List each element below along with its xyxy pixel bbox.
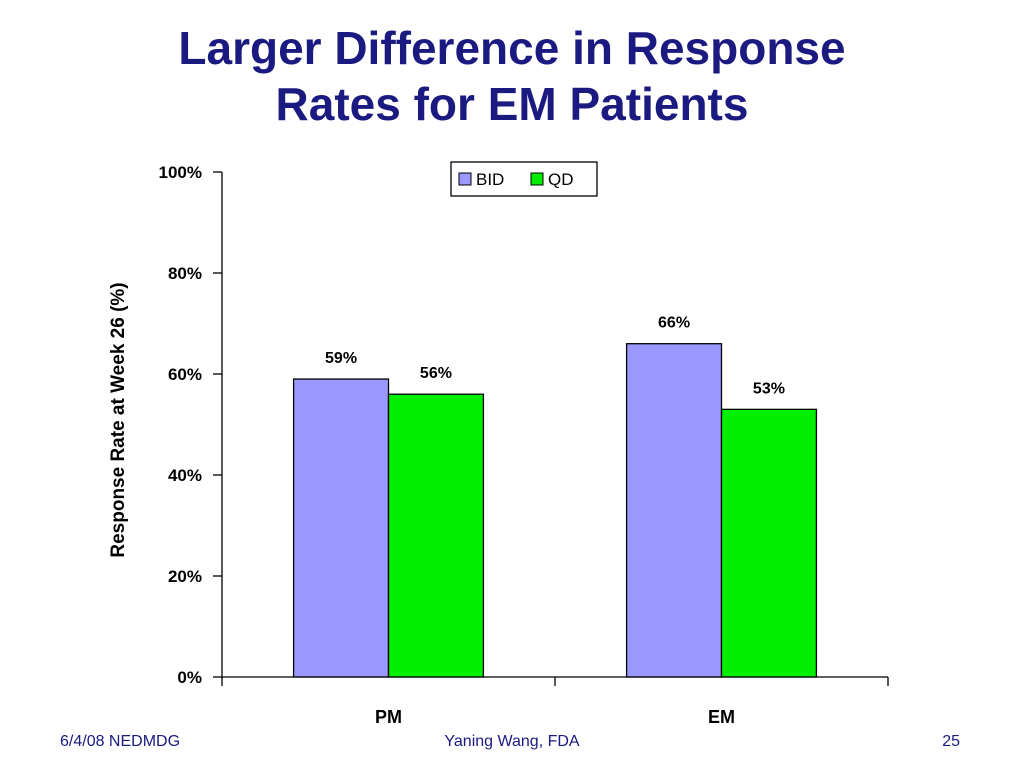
- y-tick-label: 20%: [168, 567, 202, 586]
- y-tick-label: 100%: [159, 163, 202, 182]
- legend-swatch-bid: [458, 172, 472, 186]
- legend-label-bid: BID: [476, 170, 504, 189]
- slide-title-line-1: Larger Difference in Response: [178, 22, 846, 74]
- data-label: 66%: [658, 315, 690, 332]
- legend: BID QD: [450, 161, 598, 197]
- y-tick-label: 0%: [177, 668, 202, 687]
- x-category-label: EM: [708, 707, 735, 727]
- data-label: 56%: [420, 365, 452, 382]
- plot-area: 0% 20% 40% 60% 80% 100% PM 59% 56% EM 66% 53%: [159, 163, 889, 727]
- y-tick-label: 40%: [168, 466, 202, 485]
- slide-title-line-2: Rates for EM Patients: [275, 78, 749, 130]
- y-tick-label: 80%: [168, 264, 202, 283]
- legend-label-qd: QD: [548, 170, 574, 189]
- bar-bid-em: [625, 343, 723, 678]
- slide-number: 25: [942, 733, 960, 750]
- legend-box: [450, 161, 598, 197]
- slide-title: Larger Difference in Response Rates for …: [0, 20, 1024, 132]
- data-label: 59%: [325, 350, 357, 367]
- legend-swatch-qd: [530, 172, 544, 186]
- bar-qd-em: [720, 408, 818, 678]
- footer-author: Yaning Wang, FDA: [444, 733, 580, 750]
- bar-bid-pm: [292, 378, 390, 678]
- y-tick-label: 60%: [168, 365, 202, 384]
- x-category-label: PM: [375, 707, 402, 727]
- y-axis-title: Response Rate at Week 26 (%): [108, 282, 129, 557]
- footer-date: 6/4/08 NEDMDG: [60, 733, 181, 750]
- data-label: 53%: [753, 380, 785, 397]
- bar-qd-pm: [387, 393, 485, 678]
